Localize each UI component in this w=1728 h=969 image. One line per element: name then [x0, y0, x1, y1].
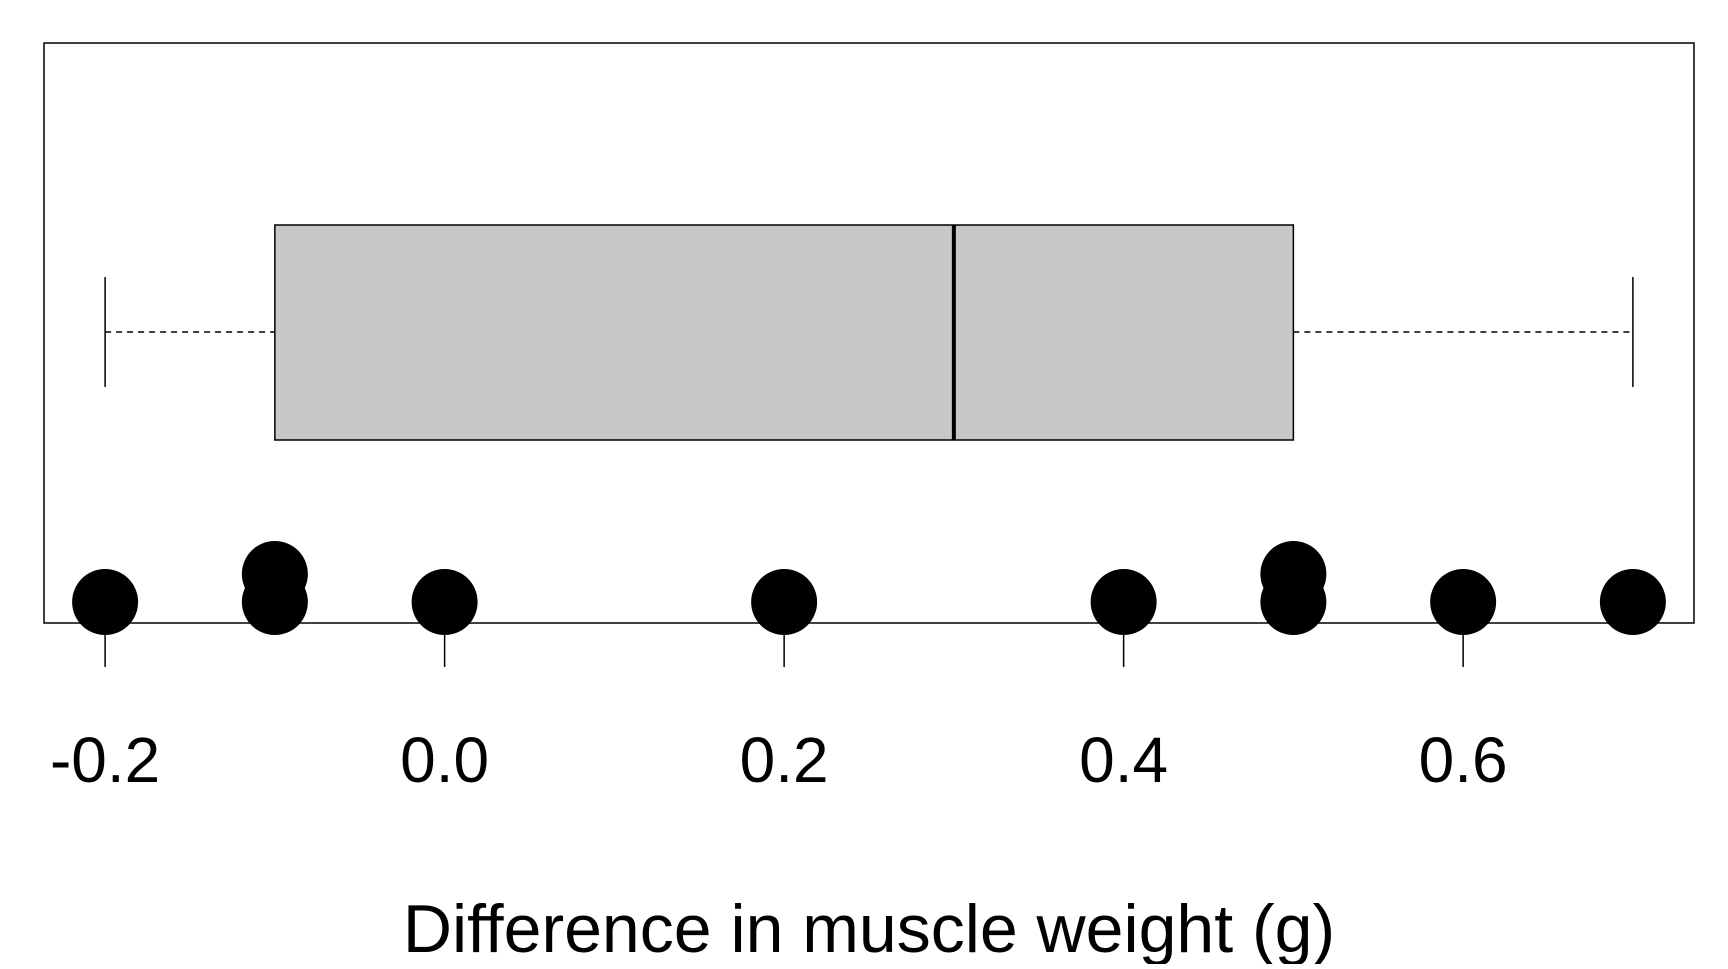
data-point — [411, 569, 478, 635]
x-axis-title: Difference in muscle weight (g) — [403, 891, 1335, 964]
data-point — [241, 541, 308, 607]
x-tick-label: 0.6 — [1419, 724, 1508, 796]
plot-frame — [43, 42, 1695, 624]
points-group — [72, 541, 1666, 635]
x-tick-label: 0.0 — [400, 724, 489, 796]
x-tick-label: 0.2 — [740, 724, 829, 796]
interquartile-box — [274, 224, 1295, 441]
data-point — [72, 569, 139, 635]
box-group — [274, 224, 1295, 441]
x-axis: -0.2 0.0 0.2 0.4 0.6 — [50, 623, 1508, 796]
data-point — [1090, 569, 1157, 635]
whisker-group — [104, 277, 1634, 387]
data-point — [1260, 541, 1327, 607]
x-tick-label: -0.2 — [50, 724, 160, 796]
data-point — [751, 569, 818, 635]
data-point — [1430, 569, 1497, 635]
data-point — [1599, 569, 1666, 635]
x-tick-label: 0.4 — [1079, 724, 1168, 796]
